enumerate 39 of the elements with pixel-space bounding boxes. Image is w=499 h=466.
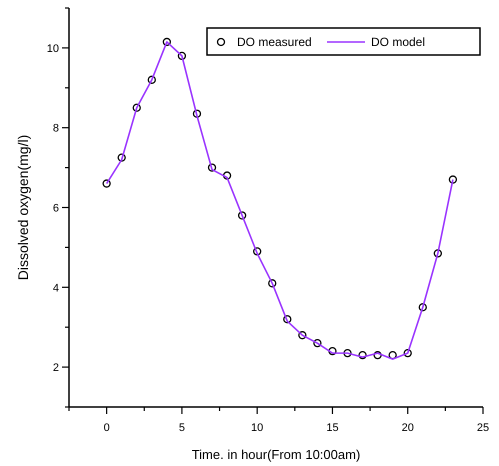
y-axis-title: Dissolved oxygen(mg/l) bbox=[15, 134, 31, 280]
legend-label: DO measured bbox=[237, 35, 312, 49]
point bbox=[162, 38, 172, 46]
point bbox=[418, 303, 427, 312]
point bbox=[268, 279, 276, 288]
y-tick-label: 8 bbox=[52, 122, 59, 135]
point bbox=[448, 175, 458, 184]
x-axis-title: Time. in hour(From 10:00am) bbox=[192, 447, 360, 462]
point bbox=[404, 348, 412, 358]
point bbox=[102, 179, 111, 188]
x-tick-label: 5 bbox=[178, 422, 185, 434]
point bbox=[343, 348, 352, 358]
point bbox=[178, 52, 186, 60]
point bbox=[192, 110, 202, 118]
point bbox=[253, 247, 262, 256]
x-tick-label: 20 bbox=[402, 422, 414, 434]
x-tick-label: 10 bbox=[251, 422, 264, 434]
legend-label: DO model bbox=[371, 35, 426, 49]
point bbox=[208, 163, 216, 172]
y-tick-label: 6 bbox=[52, 202, 59, 214]
point bbox=[132, 104, 141, 112]
point bbox=[388, 350, 397, 360]
point bbox=[222, 171, 232, 180]
point bbox=[283, 315, 292, 324]
point bbox=[313, 339, 322, 348]
x-tick-label: 25 bbox=[476, 422, 490, 434]
point bbox=[118, 153, 126, 162]
point bbox=[434, 249, 442, 258]
y-tick-label: 2 bbox=[52, 362, 59, 374]
point bbox=[358, 350, 367, 360]
y-tick-label: 4 bbox=[52, 282, 59, 294]
point bbox=[238, 211, 246, 220]
x-tick-label: 15 bbox=[326, 422, 339, 434]
point bbox=[373, 350, 382, 360]
point bbox=[148, 76, 156, 84]
x-tick-label: 0 bbox=[104, 422, 110, 434]
y-tick-label: 10 bbox=[46, 42, 59, 55]
point bbox=[328, 346, 337, 356]
point bbox=[298, 331, 306, 340]
